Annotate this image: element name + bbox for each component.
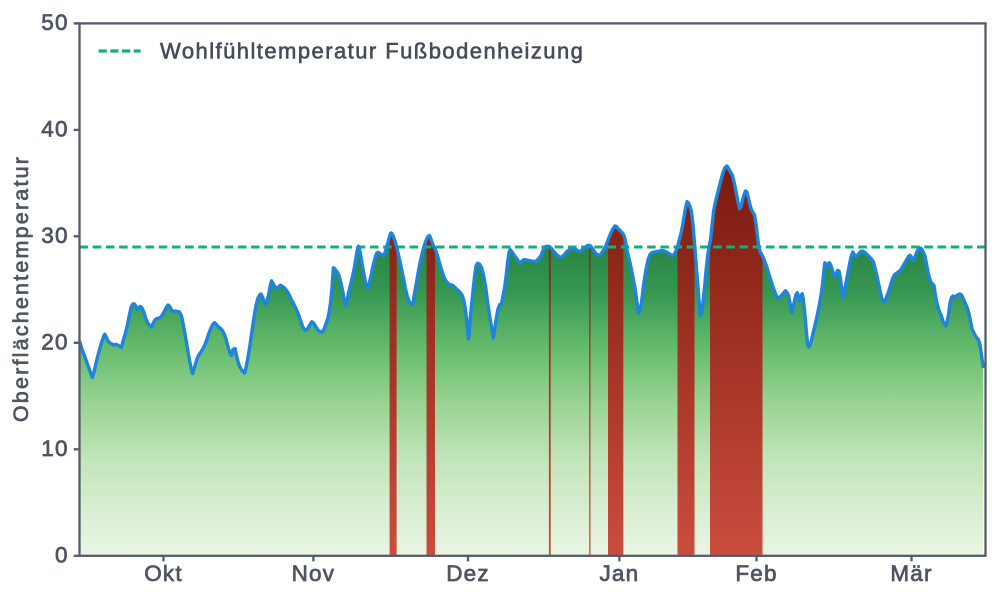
svg-text:30: 30: [41, 223, 68, 248]
svg-text:Jan: Jan: [599, 561, 639, 586]
svg-text:20: 20: [41, 330, 68, 355]
svg-text:Mär: Mär: [890, 561, 932, 586]
svg-text:Okt: Okt: [144, 561, 183, 586]
svg-text:Oberflächentemperatur: Oberflächentemperatur: [9, 155, 33, 422]
svg-text:40: 40: [41, 117, 68, 142]
svg-text:10: 10: [41, 436, 68, 461]
svg-text:Feb: Feb: [735, 561, 777, 586]
svg-text:Dez: Dez: [446, 561, 490, 586]
svg-text:0: 0: [55, 543, 69, 568]
svg-text:Wohlfühltemperatur Fußbodenhei: Wohlfühltemperatur Fußbodenheizung: [160, 39, 584, 64]
svg-text:Nov: Nov: [292, 561, 336, 586]
svg-text:50: 50: [41, 10, 68, 35]
